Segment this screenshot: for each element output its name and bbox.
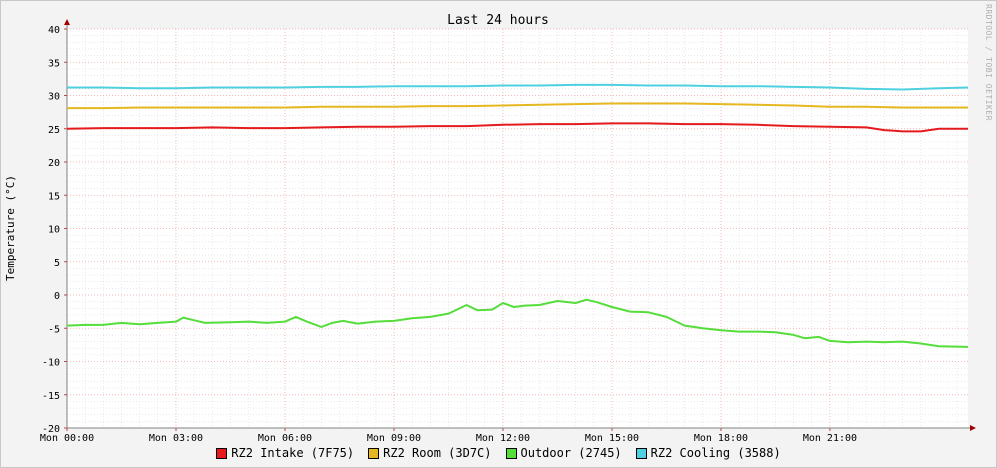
y-tick-label: -5 <box>48 324 60 335</box>
x-tick-label: Mon 21:00 <box>803 433 857 444</box>
legend-label: Outdoor (2745) <box>520 446 622 460</box>
y-tick-label: -15 <box>42 391 60 402</box>
y-tick-label: 35 <box>48 58 60 69</box>
x-tick-label: Mon 15:00 <box>585 433 639 444</box>
y-tick-label: -20 <box>42 424 60 435</box>
legend-item: RZ2 Cooling (3588) <box>635 446 781 460</box>
legend-item: RZ2 Room (3D7C) <box>368 446 492 460</box>
y-axis-arrow <box>64 19 70 25</box>
y-tick-label: 15 <box>48 191 60 202</box>
y-tick-label: 20 <box>48 158 60 169</box>
legend-swatch <box>505 447 517 459</box>
y-tick-label: 25 <box>48 125 60 136</box>
legend-swatch <box>635 447 647 459</box>
x-tick-label: Mon 00:00 <box>40 433 94 444</box>
legend-swatch <box>216 447 228 459</box>
series-line-2 <box>66 298 969 348</box>
legend-label: RZ2 Intake (7F75) <box>231 446 355 460</box>
x-axis-arrow <box>970 425 976 431</box>
x-tick-label: Mon 09:00 <box>367 433 421 444</box>
y-axis-label: Temperature (°C) <box>4 175 17 281</box>
legend-swatch <box>368 447 380 459</box>
chart-title: Last 24 hours <box>447 13 549 28</box>
legend: RZ2 Intake (7F75) RZ2 Room (3D7C) Outdoor … <box>0 444 997 462</box>
line-chart: Last 24 hours Temperature (°C) 40 35 30 25 2… <box>4 13 976 444</box>
series-lines <box>66 83 969 348</box>
grid <box>66 28 968 429</box>
x-tick-label: Mon 18:00 <box>694 433 748 444</box>
y-tick-label: 10 <box>48 225 60 236</box>
series-line-1 <box>67 102 968 110</box>
x-tick-label: Mon 12:00 <box>476 433 530 444</box>
series-line-3 <box>67 83 969 91</box>
legend-item: RZ2 Intake (7F75) <box>216 446 354 460</box>
x-tick-label: Mon 06:00 <box>258 433 312 444</box>
legend-label: RZ2 Cooling (3588) <box>650 446 781 460</box>
x-tick-label: Mon 03:00 <box>149 433 203 444</box>
watermark: RRDTOOL / TOBI OETIKER <box>984 4 993 121</box>
y-tick-label: 40 <box>48 25 60 36</box>
legend-label: RZ2 Room (3D7C) <box>383 446 492 460</box>
y-tick-label: 0 <box>54 291 60 302</box>
legend-item: Outdoor (2745) <box>505 446 622 460</box>
series-line-0 <box>66 122 968 133</box>
y-tick-label: -10 <box>42 358 60 369</box>
y-tick-label: 5 <box>54 258 60 269</box>
y-tick-label: 30 <box>48 92 60 103</box>
